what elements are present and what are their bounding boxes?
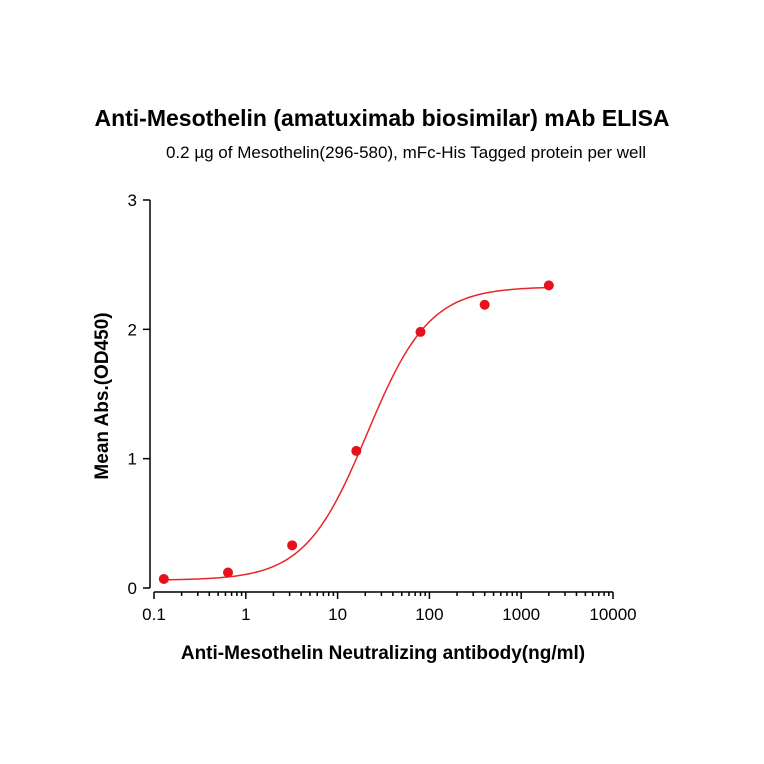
y-tick-label: 2 [128,320,137,339]
data-point [479,299,490,310]
data-point [415,326,426,337]
data-point [543,280,554,291]
x-tick-label: 0.1 [142,605,166,624]
fit-curve-layer [163,286,549,581]
y-tick-label: 3 [128,191,137,210]
y-axis: 0 1 2 3 [128,191,151,598]
x-axis-label: Anti-Mesothelin Neutralizing antibody(ng… [181,643,585,664]
y-axis-label: Mean Abs.(OD450) [92,312,113,479]
y-tick-label: 1 [128,450,137,469]
x-axis: 0.1 1 10 100 1000 10000 [142,591,637,624]
data-points-layer [158,280,554,584]
x-tick-label: 1000 [502,605,540,624]
fit-curve [163,286,549,581]
data-point [223,567,234,578]
data-point [158,573,169,584]
x-tick-label: 1 [241,605,250,624]
x-tick-label: 10 [328,605,347,624]
data-point [287,540,298,551]
data-point [351,445,362,456]
chart-title: Anti-Mesothelin (amatuximab biosimilar) … [94,105,669,131]
chart-subtitle: 0.2 µg of Mesothelin(296-580), mFc-His T… [166,143,646,162]
x-tick-label: 10000 [589,605,636,624]
x-tick-label: 100 [415,605,443,624]
y-tick-label: 0 [128,579,137,598]
